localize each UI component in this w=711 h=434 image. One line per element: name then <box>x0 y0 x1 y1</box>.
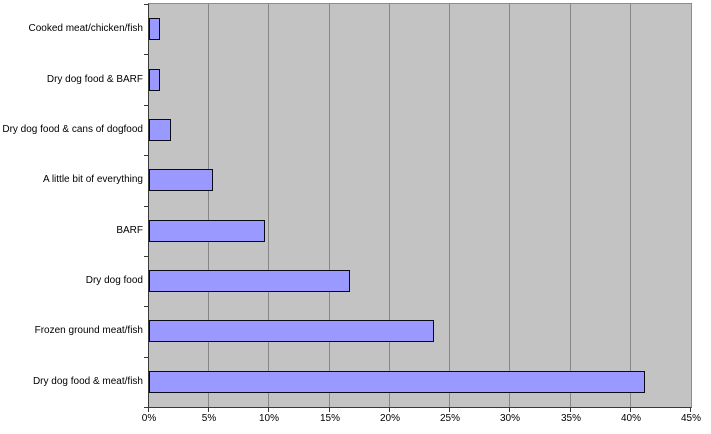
category-label: BARF <box>116 225 143 236</box>
gridline <box>268 4 270 407</box>
gridline <box>208 4 210 407</box>
bar <box>149 320 435 342</box>
gridline <box>449 4 451 407</box>
x-axis-tick-label: 30% <box>499 413 520 424</box>
bar <box>149 169 213 191</box>
category-label: Dry dog food & cans of dogfood <box>2 124 143 135</box>
category-label: Dry dog food <box>85 275 143 286</box>
category-label: Dry dog food & meat/fish <box>32 376 143 387</box>
category-label: Cooked meat/chicken/fish <box>28 23 143 34</box>
bar <box>149 69 160 91</box>
gridline <box>629 4 631 407</box>
gridline <box>569 4 571 407</box>
x-axis: 0% 5% 10% 15% 20% 25% 30% 35% 40% 45% <box>0 412 711 426</box>
category-axis: Cooked meat/chicken/fish Dry dog food & B… <box>0 4 143 407</box>
x-axis-tick-label: 35% <box>560 413 581 424</box>
x-axis-tick-label: 20% <box>379 413 400 424</box>
bar <box>149 220 265 242</box>
x-axis-tick-label: 0% <box>141 413 157 424</box>
bar <box>149 119 171 141</box>
category-label: Dry dog food & BARF <box>46 74 143 85</box>
x-axis-tick-label: 25% <box>439 413 460 424</box>
bar <box>149 371 646 393</box>
x-axis-tick-label: 5% <box>201 413 217 424</box>
gridline <box>388 4 390 407</box>
x-axis-tick-label: 40% <box>620 413 641 424</box>
bar <box>149 18 160 40</box>
category-label: Frozen ground meat/fish <box>34 325 143 336</box>
category-label: A little bit of everything <box>42 174 143 185</box>
gridline <box>328 4 330 407</box>
gridline <box>509 4 511 407</box>
bar <box>149 270 351 292</box>
x-axis-tick-label: 45% <box>680 413 701 424</box>
plot-area <box>148 3 692 408</box>
x-axis-tick-label: 15% <box>319 413 340 424</box>
x-axis-tick-label: 10% <box>258 413 279 424</box>
